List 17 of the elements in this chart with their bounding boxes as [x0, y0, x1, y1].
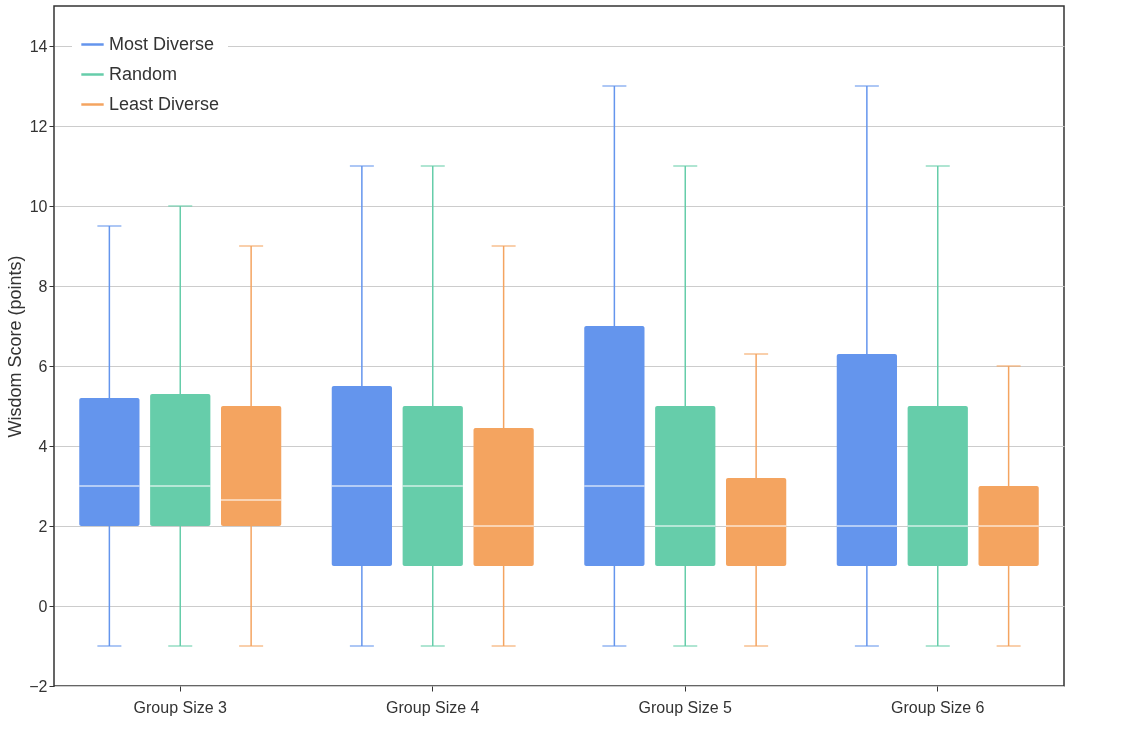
y-tick-label: 0	[38, 597, 48, 615]
y-tick-label: 14	[29, 37, 48, 55]
y-tick-label: 8	[38, 277, 48, 295]
x-tick-label: Group Size 4	[386, 698, 480, 716]
y-axis-title: Wisdom Score (points)	[5, 255, 26, 438]
y-tick-label: 4	[38, 437, 48, 455]
y-tick-label: 10	[29, 197, 48, 215]
y-tick-label: 12	[29, 117, 48, 135]
x-tick-label: Group Size 6	[891, 698, 985, 716]
x-tick-label: Group Size 3	[133, 698, 228, 716]
y-tick-label: −2	[29, 677, 48, 695]
legend-label: Least Diverse	[109, 93, 220, 114]
y-tick-label: 6	[38, 357, 48, 375]
legend-label: Most Diverse	[109, 33, 215, 54]
x-tick-label: Group Size 5	[638, 698, 733, 716]
legend-label: Random	[109, 63, 178, 84]
y-tick-label: 2	[38, 517, 48, 535]
